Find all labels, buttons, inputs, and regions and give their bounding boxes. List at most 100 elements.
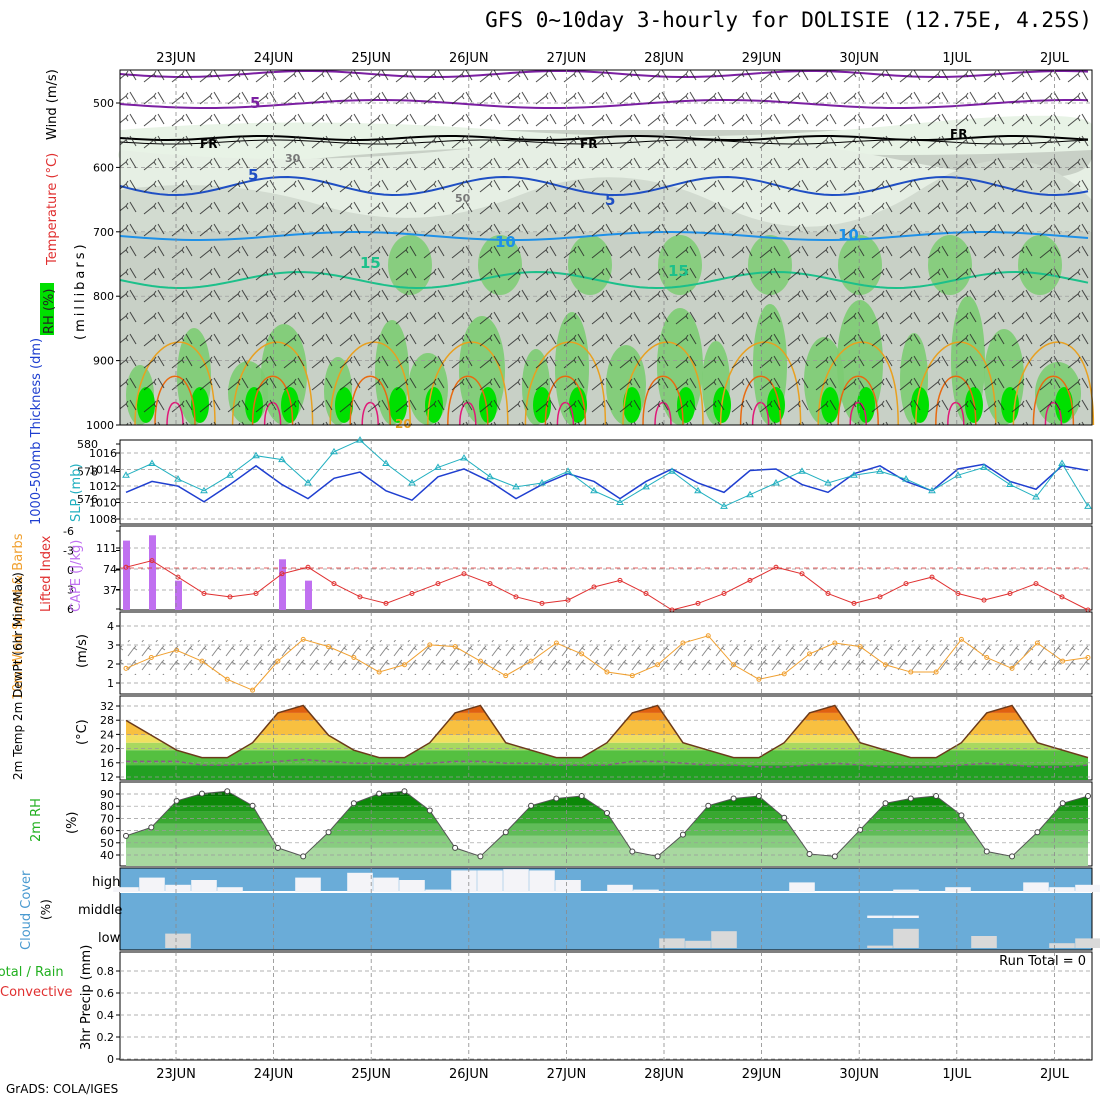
y-tick-label: 1012 <box>89 480 117 493</box>
temp2m-unit: (°C) <box>75 719 90 745</box>
bottom-date-label: 28JUN <box>644 1067 684 1082</box>
y-tick-label: 500 <box>93 97 114 110</box>
top-date-label: 27JUN <box>547 51 587 66</box>
contour-label: 15 <box>668 262 689 280</box>
cloud-level-low: low <box>98 931 121 946</box>
cape-bar <box>305 580 312 610</box>
y-tick-labels: 5006007008009001000580578576101610141012… <box>63 97 120 1066</box>
li-marker <box>955 591 961 597</box>
li-marker <box>409 591 415 597</box>
wind-marker <box>958 636 964 642</box>
rh-marker <box>350 800 357 807</box>
y-tick-label: 0.2 <box>97 1031 115 1044</box>
cloud-high-bar <box>399 880 425 892</box>
lifted-index-line <box>125 560 1089 611</box>
lifted-index-markers <box>123 558 1091 613</box>
slp-marker <box>876 467 884 474</box>
slp-marker <box>304 479 312 486</box>
top-date-label: 23JUN <box>156 51 196 66</box>
contour-label: 5 <box>605 191 615 209</box>
cloud-low-bar <box>893 928 919 948</box>
rh-marker <box>654 853 661 860</box>
cloud-high-bar <box>945 887 971 892</box>
rh-marker <box>1085 793 1091 800</box>
rh-marker <box>528 802 535 809</box>
y-tick-label: 700 <box>93 226 114 239</box>
rh-marker <box>679 831 686 838</box>
thickness-label: 1000-500mb Thickness (dm) <box>29 338 44 525</box>
rh-band <box>126 847 1088 866</box>
y-tick-label: 1 <box>107 677 114 690</box>
wind10m-barbs <box>120 640 1092 675</box>
top-date-label: 26JUN <box>449 51 489 66</box>
rh-marker <box>553 795 560 802</box>
li-marker <box>695 600 701 606</box>
contour-label: 15 <box>360 254 381 272</box>
cloud-high-bar <box>893 889 919 892</box>
run-total: Run Total = 0 <box>999 954 1086 969</box>
bottom-date-label: 24JUN <box>254 1067 294 1082</box>
wind-marker <box>250 687 256 693</box>
rh-marker <box>629 848 636 855</box>
li-marker <box>331 581 337 587</box>
cloud-high-bar <box>1049 887 1075 892</box>
wind-marker <box>1009 665 1015 671</box>
thickness-labels: 1000-500mb Thickness (dm) SLP (mb) <box>29 338 84 525</box>
cloud-high-bar <box>113 887 139 892</box>
slp-marker <box>486 472 494 480</box>
li-marker <box>929 574 935 580</box>
li-marker <box>565 597 571 603</box>
li-marker <box>513 594 519 600</box>
slp-line <box>125 439 1089 507</box>
cape-bar <box>175 580 182 610</box>
cloud-low-bar <box>659 938 685 948</box>
wind10m-markers <box>123 633 1091 693</box>
rh-marker <box>1034 829 1041 836</box>
wind-marker <box>629 673 635 679</box>
cloud-low-bar <box>867 945 893 948</box>
precip-gridlines <box>120 970 1092 1060</box>
cloud-level-middle: middle <box>78 903 122 918</box>
rh-marker <box>477 853 484 860</box>
cape-label: CAPE (J/kg) <box>69 540 84 612</box>
y-tick-label: 3 <box>67 584 74 597</box>
wind-marker <box>427 642 433 648</box>
y-tick-label: 1014 <box>89 464 117 477</box>
y-tick-label: 37 <box>103 584 117 597</box>
wind-marker <box>882 662 888 668</box>
y-tick-label: 578 <box>77 466 98 479</box>
top-date-label: 24JUN <box>254 51 294 66</box>
rh-marker <box>249 802 256 809</box>
rh-marker <box>401 788 408 795</box>
y-tick-label: 28 <box>100 714 114 727</box>
rh-marker <box>730 795 737 802</box>
chart-title: GFS 0~10day 3-hourly for DOLISIE (12.75E… <box>485 8 1092 32</box>
upper-air-panel: 5 FR FR FR 5 5 10 10 15 15 30 50 20 <box>118 69 1095 431</box>
y-tick-label: 20 <box>100 743 114 756</box>
cloud-level-high: high <box>92 875 120 890</box>
slp-label: SLP (mb) <box>69 463 84 522</box>
li-marker <box>747 577 753 583</box>
cloud-high-bar <box>1075 884 1100 892</box>
slp-markers <box>122 436 1092 509</box>
li-marker <box>201 591 207 597</box>
wind-marker <box>553 640 559 646</box>
rh-marker <box>173 797 180 804</box>
slp-marker <box>694 486 702 494</box>
precip-axis-label: 3hr Precip (mm) <box>79 945 94 1050</box>
slp-marker <box>850 471 858 478</box>
contour-label: 10 <box>838 226 859 244</box>
rh-band <box>126 835 1088 848</box>
cloud-high-bar <box>217 887 243 892</box>
temp-band <box>126 742 1088 751</box>
li-marker <box>591 584 597 590</box>
li-marker <box>383 600 389 606</box>
cape-bars <box>120 535 1092 610</box>
slp-marker <box>174 475 182 482</box>
contour-label: 5 <box>250 94 260 112</box>
cloud-high-bar <box>607 884 633 892</box>
y-tick-label: 600 <box>93 161 114 174</box>
slp-marker <box>720 502 728 509</box>
cloud-low-bar <box>1049 943 1075 948</box>
li-marker <box>1033 581 1039 587</box>
